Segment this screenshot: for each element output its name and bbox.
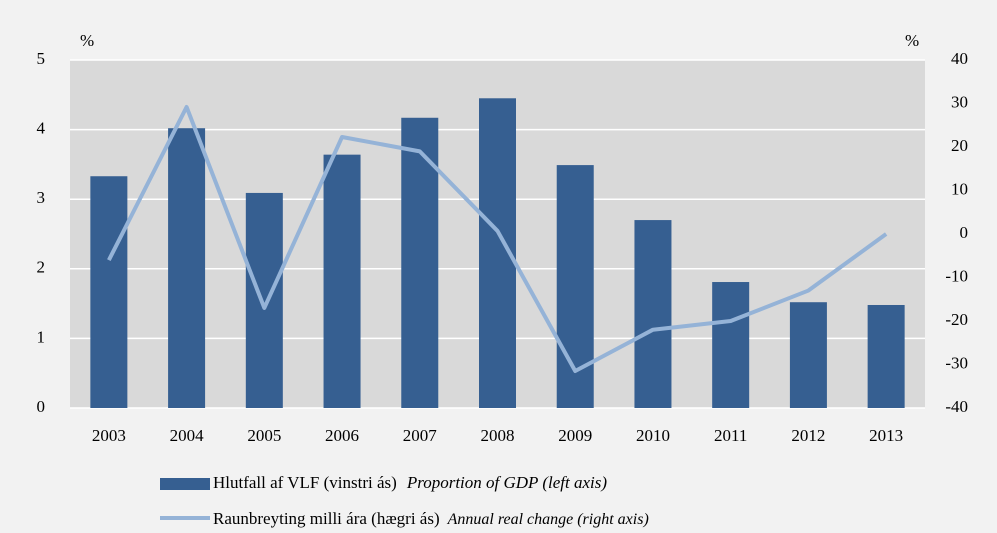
y2-tick-label: 20 [951, 136, 968, 155]
y2-tick-label: 0 [960, 223, 969, 242]
y-tick-label: 0 [37, 397, 46, 416]
y2-tick-label: 30 [951, 92, 968, 111]
legend-label-en: Proportion of GDP (left axis) [406, 473, 608, 492]
x-tick-label: 2012 [791, 426, 825, 445]
x-tick-label: 2008 [481, 426, 515, 445]
x-tick-label: 2003 [92, 426, 126, 445]
y2-axis-unit: % [905, 31, 919, 50]
x-tick-label: 2006 [325, 426, 359, 445]
legend-swatch [160, 478, 210, 490]
bar [90, 176, 128, 408]
bar [712, 282, 750, 408]
x-tick-label: 2013 [869, 426, 903, 445]
x-tick-label: 2010 [636, 426, 670, 445]
y2-tick-label: -20 [945, 310, 968, 329]
line [107, 104, 888, 374]
x-tick-label: 2009 [558, 426, 592, 445]
bar [634, 220, 672, 408]
y2-tick-label: -30 [945, 353, 968, 372]
bar [168, 128, 206, 408]
y2-tick-label: -10 [945, 266, 968, 285]
bar [789, 302, 827, 408]
y2-tick-label: 40 [951, 49, 968, 68]
x-tick-label: 2005 [247, 426, 281, 445]
legend-text: Hlutfall af VLF (vinstri ás) Proportion o… [213, 473, 607, 492]
x-tick-label: 2004 [170, 426, 205, 445]
bar [401, 117, 439, 408]
x-tick-label: 2007 [403, 426, 438, 445]
x-tick-label: 2011 [714, 426, 747, 445]
y-tick-label: 2 [37, 258, 46, 277]
y-tick-label: 5 [37, 49, 46, 68]
y2-tick-label: -40 [945, 397, 968, 416]
legend-text: Raunbreyting milli ára (hægri ás) Annual … [213, 509, 649, 528]
y-axis-unit: % [80, 31, 94, 50]
y-tick-label: 4 [37, 119, 46, 138]
y2-tick-label: 10 [951, 179, 968, 198]
bar [867, 304, 905, 408]
y-tick-label: 3 [37, 188, 46, 207]
bar [323, 154, 361, 408]
y-tick-label: 1 [37, 327, 46, 346]
legend-label-en: Annual real change (right axis) [447, 511, 649, 528]
legend-label: Raunbreyting milli ára (hægri ás) [213, 509, 440, 528]
legend-label: Hlutfall af VLF (vinstri ás) [213, 473, 397, 492]
bar [245, 192, 283, 408]
